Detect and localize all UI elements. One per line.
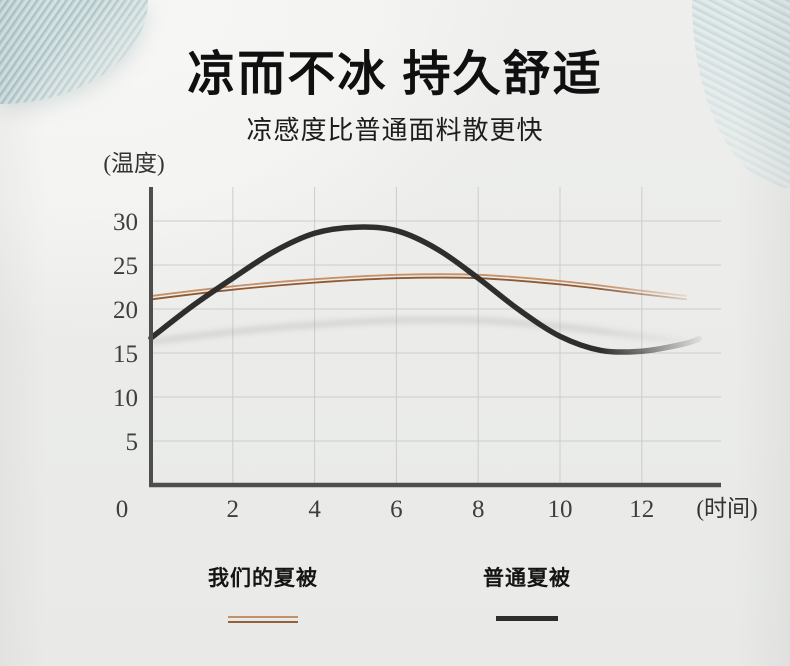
tick-labels: 5 10 15 20 25 30 0 2 4 6 8 10 12 <box>113 209 654 523</box>
page-title: 凉而不冰 持久舒适 <box>187 48 603 101</box>
x-tick-label: 12 <box>629 496 654 523</box>
grid-lines <box>153 187 721 483</box>
x-tick-label: 10 <box>548 496 573 523</box>
our-quilt-curve-top <box>150 273 687 297</box>
legend-label: 我们的夏被 <box>208 567 318 590</box>
data-curves <box>148 224 702 355</box>
ordinary-quilt-curve <box>148 224 702 355</box>
page-subtitle: 凉感度比普通面料散更快 <box>246 115 544 145</box>
x-tick-label: 2 <box>227 496 240 523</box>
y-tick-label: 20 <box>113 297 138 324</box>
x-tick-label: 4 <box>308 496 321 523</box>
legend-item-ordinary-quilt: 普通夏被 <box>483 562 571 621</box>
x-tick-label: 8 <box>472 496 485 523</box>
our-quilt-curve-bottom <box>150 276 687 301</box>
y-tick-label: 30 <box>113 209 138 236</box>
x-tick-label: 0 <box>116 496 129 523</box>
y-axis-unit-label: (温度) <box>103 151 164 176</box>
legend-item-our-quilt: 我们的夏被 <box>208 562 318 623</box>
x-axis-unit-label: (时间) <box>696 496 757 521</box>
y-tick-label: 25 <box>113 253 138 280</box>
y-tick-label: 15 <box>113 341 138 368</box>
legend-swatch-solid-black-line <box>496 616 558 621</box>
our-quilt-curve-shadow <box>150 316 688 345</box>
axes <box>149 187 721 488</box>
x-tick-label: 6 <box>390 496 403 523</box>
legend-swatch-double-orange-line <box>228 616 298 623</box>
y-tick-label: 5 <box>126 429 139 456</box>
y-tick-label: 10 <box>113 385 138 412</box>
legend-label: 普通夏被 <box>483 567 571 590</box>
